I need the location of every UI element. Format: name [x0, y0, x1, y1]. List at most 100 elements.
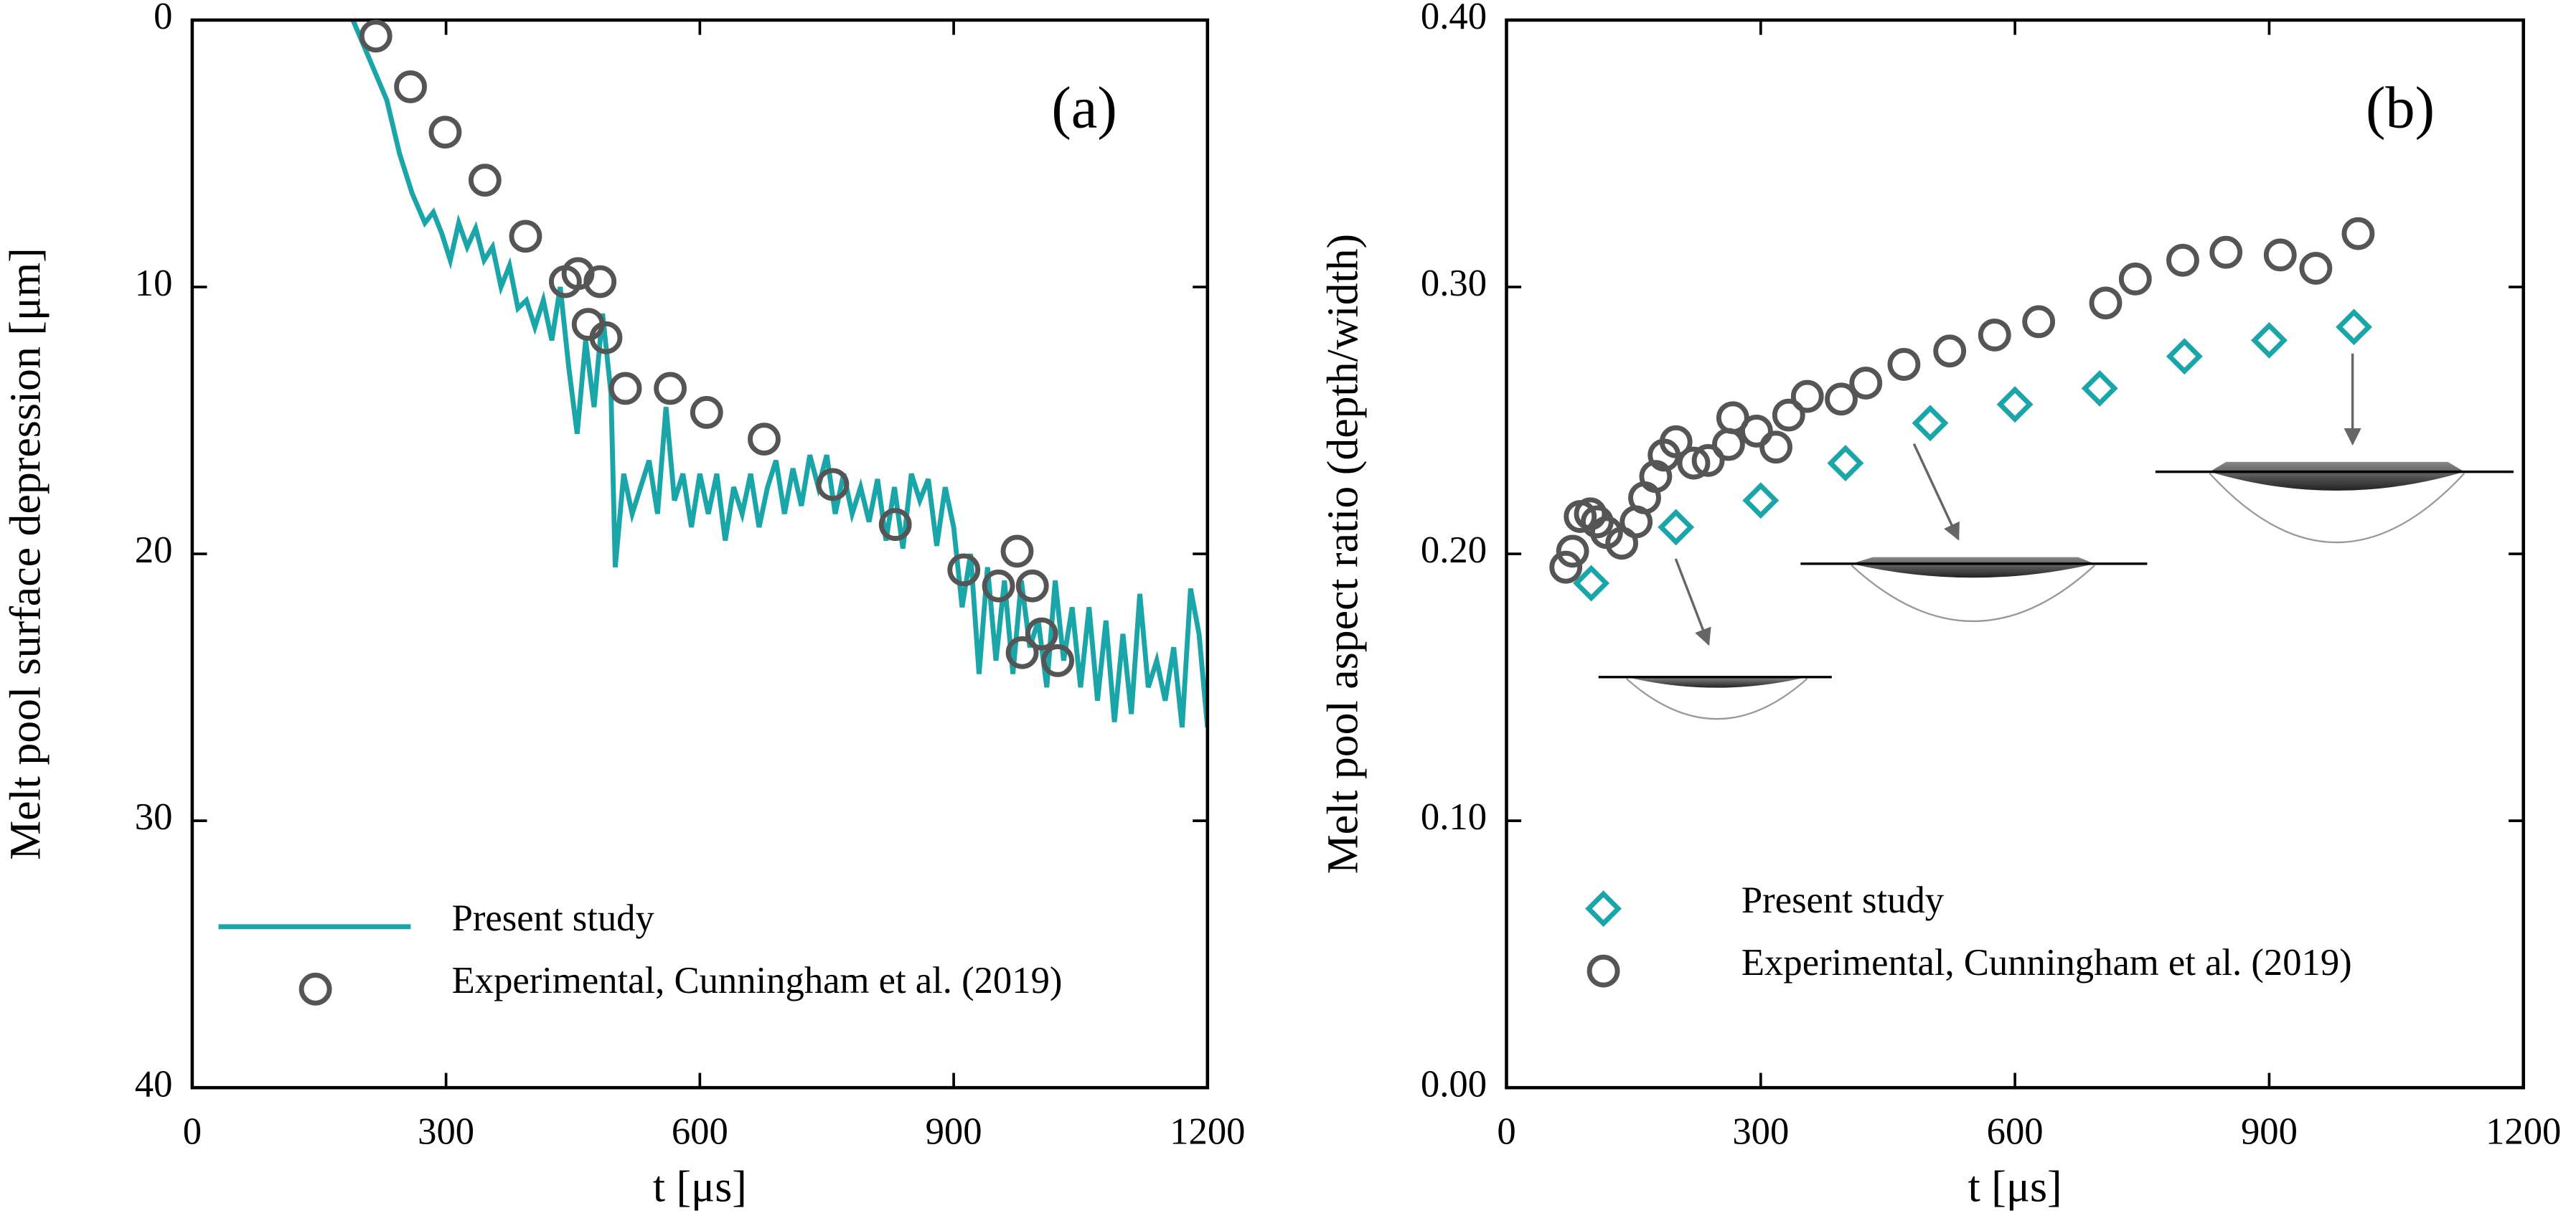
y-tick-label: 0.30 [1421, 263, 1487, 304]
arrow [1912, 443, 1960, 541]
y-tick-label: 40 [135, 1063, 173, 1105]
data-point [1573, 565, 1610, 602]
legend-label: Experimental, Cunningham et al. (2019) [1741, 942, 2352, 984]
data-point [1025, 617, 1058, 651]
y-tick-label: 30 [135, 796, 173, 838]
data-point [816, 468, 850, 501]
line-series [350, 19, 1208, 728]
pool-outline [1851, 565, 2095, 622]
pool-outline [1625, 678, 1808, 720]
data-point [1740, 415, 1773, 448]
data-point [1000, 534, 1034, 568]
x-tick-label: 300 [1732, 1111, 1789, 1153]
y-tick-label: 0.00 [1421, 1063, 1487, 1105]
x-tick-label: 300 [418, 1111, 474, 1153]
x-axis-title: t [μs] [653, 1163, 747, 1212]
plot: 0 300 600 900 1200 0 10 20 30 40 (a) t [μs] Melt poo… [1, 0, 1245, 1212]
data-point [2166, 243, 2199, 277]
data-point [608, 372, 642, 405]
legend-label: Present study [452, 897, 655, 939]
y-axis-title: Melt pool aspect ratio (depth/width) [1319, 234, 1368, 874]
data-point [1712, 428, 1745, 461]
data-point [2336, 308, 2372, 346]
x-tick-label: 600 [672, 1111, 728, 1153]
data-point [1041, 644, 1075, 677]
data-point [982, 569, 1015, 603]
y-tick-label: 10 [135, 263, 173, 304]
data-point [2118, 262, 2152, 296]
pool-surface [1626, 676, 1808, 688]
data-point [1825, 382, 1858, 416]
data-point [947, 553, 981, 587]
legend-swatch [299, 972, 332, 1006]
legend-swatch [1587, 954, 1620, 988]
y-tick-label: 0.10 [1421, 796, 1487, 838]
data-point [748, 423, 781, 456]
data-point [878, 508, 912, 542]
data-point [509, 220, 542, 253]
plot: 0 300 600 900 1200 0.00 0.10 0.20 0.30 0.40 (b) t [… [1319, 0, 2562, 1212]
data-point [1005, 636, 1039, 669]
legend-swatch [1585, 890, 1622, 928]
data-point [1659, 425, 1693, 458]
data-point [359, 19, 392, 53]
data-point [1716, 401, 1749, 435]
legend-label: Present study [1741, 880, 1945, 921]
data-point [690, 395, 723, 429]
data-point [2081, 369, 2118, 407]
x-tick-label: 0 [1497, 1111, 1515, 1153]
x-tick-label: 900 [2241, 1111, 2298, 1153]
panel-label: (b) [2366, 75, 2435, 140]
x-tick-label: 600 [1987, 1111, 2044, 1153]
data-point [2299, 252, 2333, 285]
data-point [1691, 443, 1725, 477]
x-tick-label: 900 [926, 1111, 982, 1153]
data-point [1887, 348, 1921, 381]
data-point [1912, 405, 1949, 442]
y-tick-label: 0 [154, 0, 172, 37]
data-point [583, 265, 617, 298]
data-point [1549, 550, 1583, 584]
data-point [1015, 569, 1049, 603]
y-tick-label: 0.40 [1421, 0, 1487, 37]
pool-surface [1851, 557, 2095, 578]
arrow [1674, 558, 1711, 646]
panel-label: (a) [1051, 75, 1117, 140]
data-point [1933, 334, 1967, 368]
plot-frame [1505, 18, 2526, 1090]
data-point [1677, 446, 1711, 480]
data-point [1827, 445, 1864, 482]
x-tick-label: 1200 [1170, 1111, 1245, 1153]
data-point [2209, 235, 2243, 269]
data-point [1658, 509, 1695, 546]
data-point [1978, 319, 2011, 352]
data-point [2166, 338, 2203, 375]
data-point [2022, 305, 2056, 339]
data-point [2341, 217, 2375, 250]
data-point [1574, 497, 1607, 531]
data-point [561, 257, 595, 291]
data-point [589, 321, 623, 354]
data-point [2089, 286, 2123, 320]
legend-label: Experimental, Cunningham et al. (2019) [452, 960, 1063, 1001]
y-tick-label: 0.20 [1421, 529, 1487, 571]
data-point [2263, 238, 2297, 272]
y-tick-label: 20 [135, 529, 173, 571]
inset-cross-sections [1598, 353, 2514, 720]
data-point [2250, 321, 2288, 359]
data-point [1639, 460, 1673, 494]
data-point [394, 70, 427, 103]
x-tick-label: 1200 [2486, 1111, 2561, 1153]
data-point [1772, 398, 1805, 432]
data-point [1849, 367, 1883, 400]
data-point [1996, 386, 2034, 423]
pool-surface [2209, 461, 2465, 491]
data-point [468, 164, 502, 197]
data-point [654, 372, 687, 405]
data-point [1556, 534, 1589, 568]
y-axis-title: Melt pool surface depression [μm] [1, 247, 50, 859]
data-point [428, 115, 462, 149]
data-point [1742, 482, 1780, 519]
